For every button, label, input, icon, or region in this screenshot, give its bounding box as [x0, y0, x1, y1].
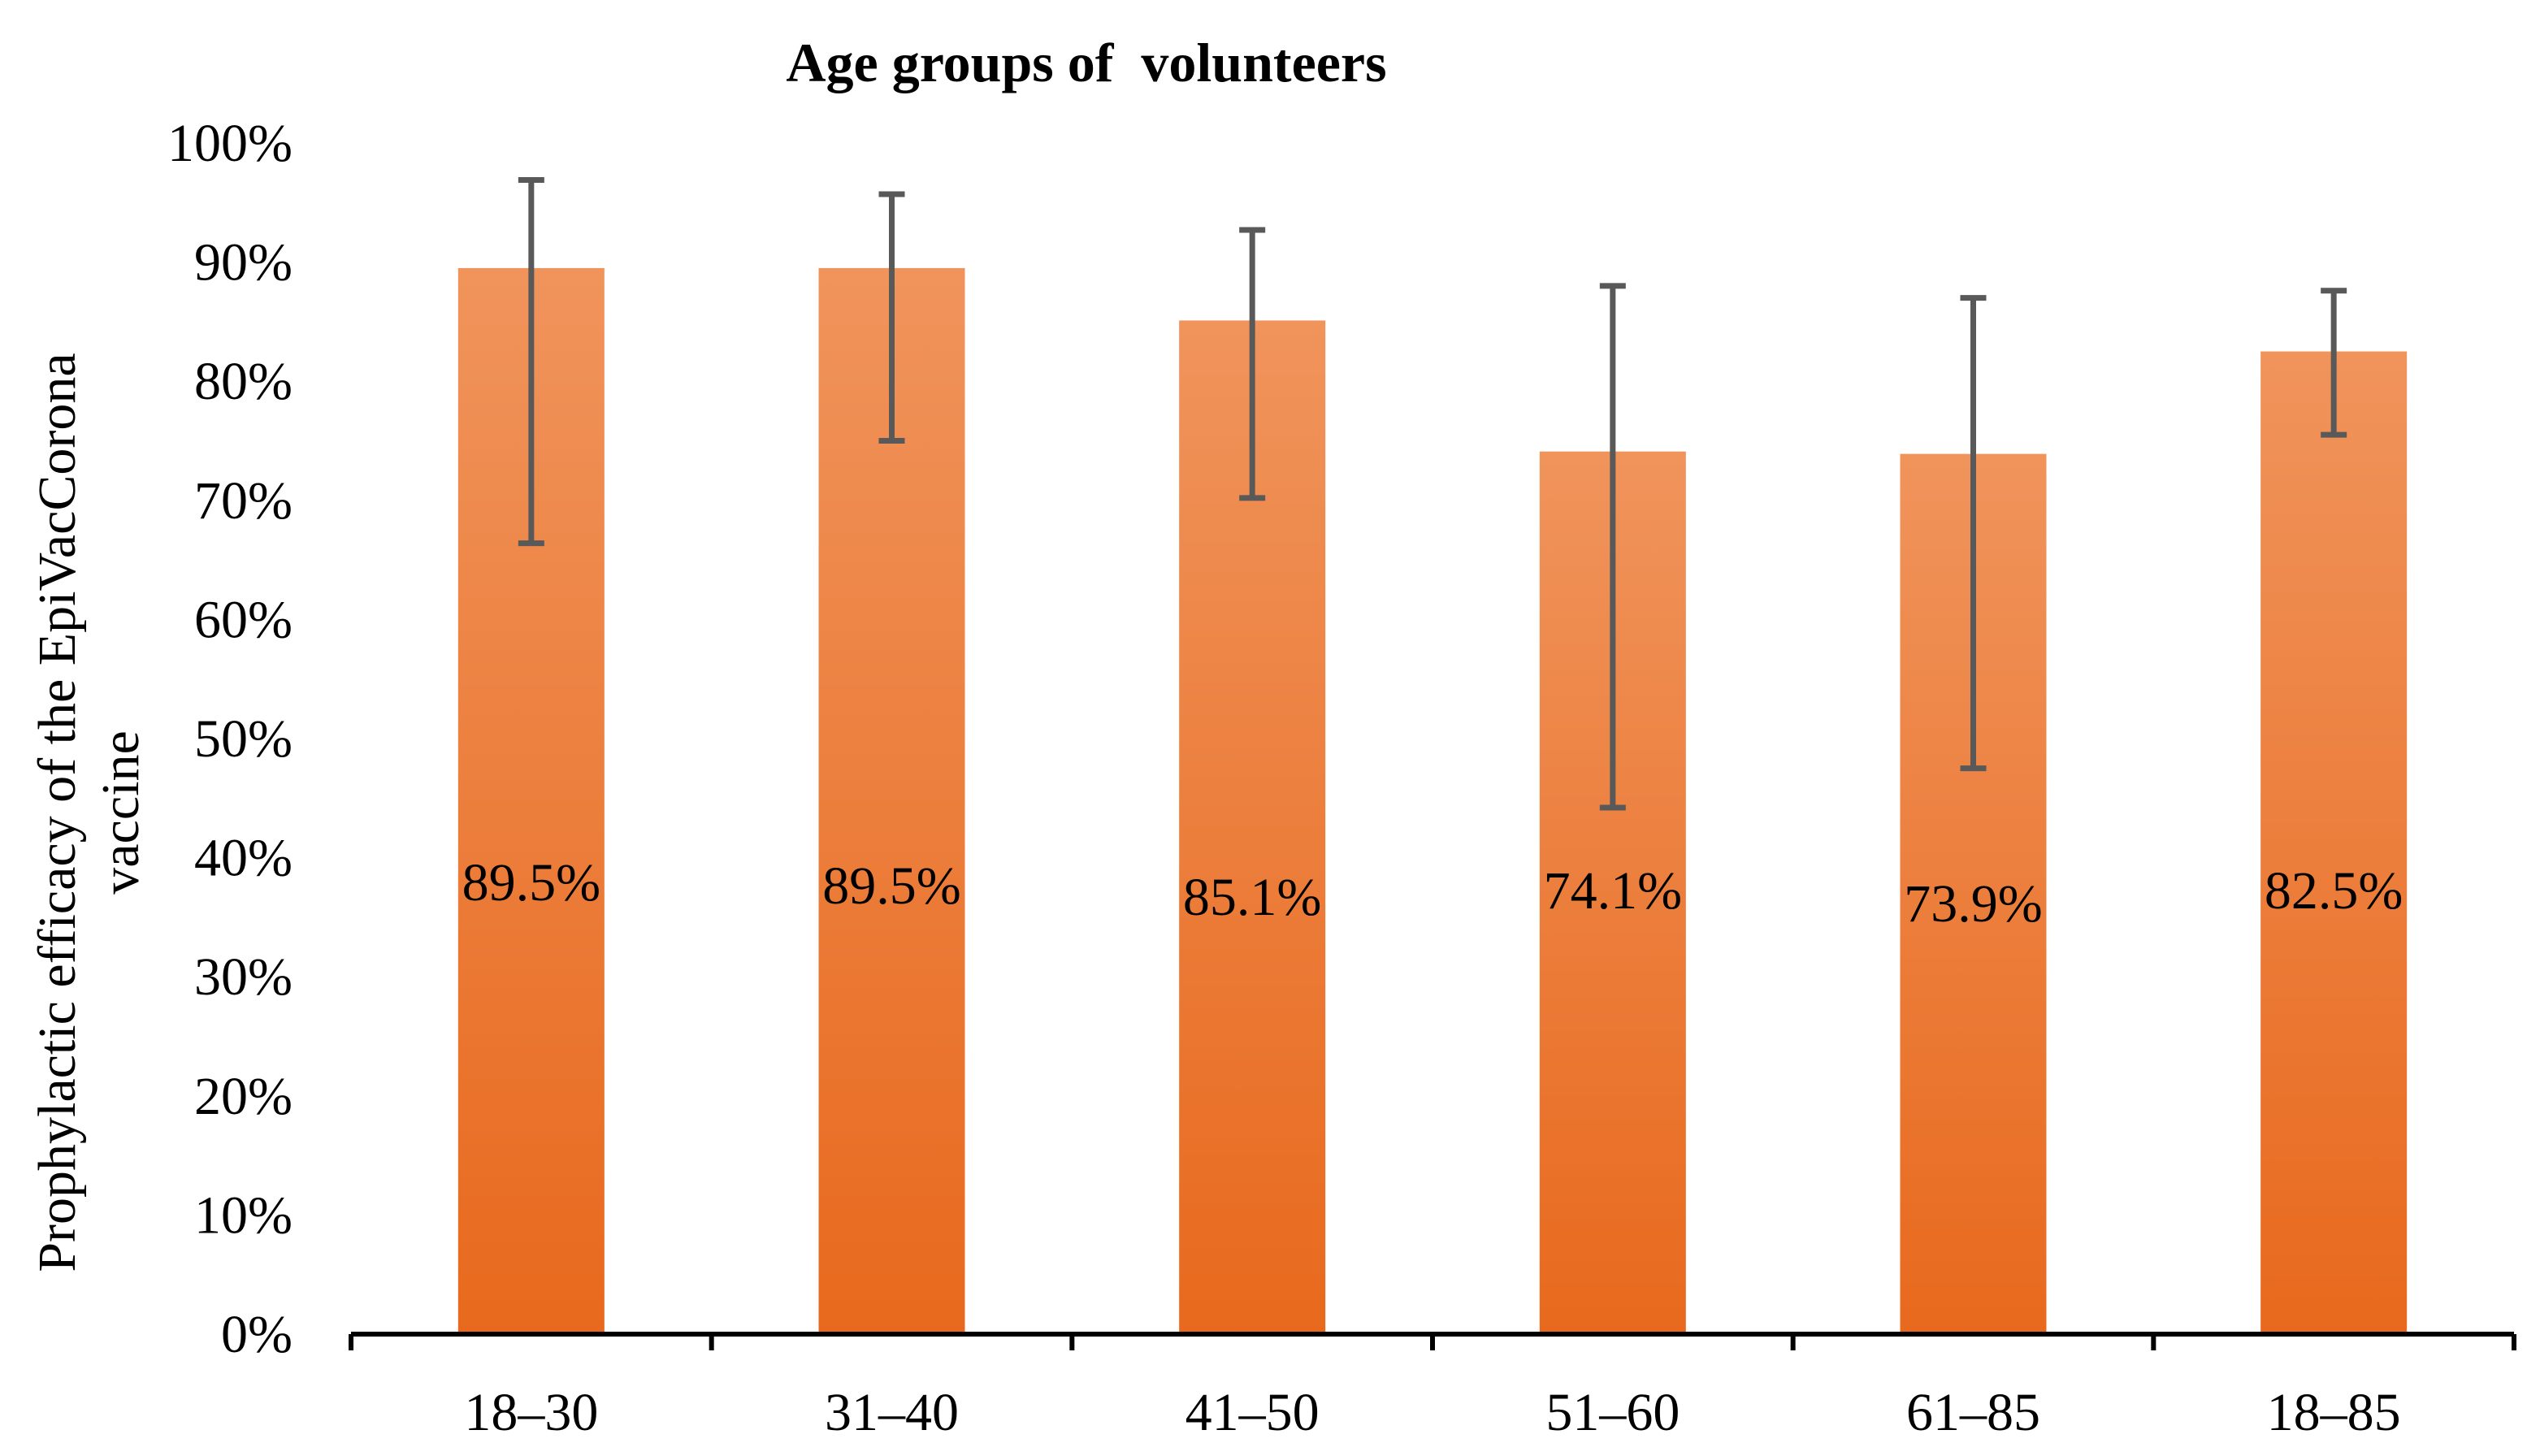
x-tick-label: 18–30	[464, 1383, 598, 1442]
x-tick-label: 41–50	[1185, 1383, 1320, 1442]
y-tick-label: 40%	[194, 829, 293, 888]
x-axis	[349, 1332, 2516, 1350]
data-label: 82.5%	[2265, 861, 2403, 921]
bar	[818, 267, 965, 1335]
y-axis-ticks: 0% 10% 20% 30% 40% 50% 60% 70% 80% 90% 100%	[167, 114, 293, 1364]
y-tick-label: 30%	[194, 947, 293, 1007]
error-bar	[1960, 295, 1987, 772]
y-tick-label: 10%	[194, 1185, 293, 1245]
y-tick-label: 20%	[194, 1067, 293, 1126]
error-bar	[1599, 283, 1626, 811]
x-tick-label: 51–60	[1545, 1383, 1680, 1442]
y-tick-label: 80%	[194, 352, 293, 411]
error-bar	[1239, 227, 1266, 501]
data-label: 85.1%	[1183, 868, 1321, 927]
y-tick-label: 60%	[194, 590, 293, 649]
data-label: 73.9%	[1904, 874, 2042, 934]
y-tick-label: 50%	[194, 709, 293, 769]
data-label: 74.1%	[1544, 861, 1682, 921]
error-bars	[518, 176, 2347, 811]
data-labels: 89.5% 89.5% 85.1% 74.1% 73.9% 82.5%	[462, 853, 2403, 934]
y-tick-label: 100%	[167, 114, 293, 173]
bar	[2260, 351, 2408, 1334]
chart-title: Age groups of volunteers	[786, 32, 1386, 93]
x-axis-ticks: 18–30 31–40 41–50 51–60 61–85 18–85	[464, 1383, 2400, 1442]
error-bar	[2321, 288, 2347, 438]
data-label: 89.5%	[822, 856, 960, 916]
error-bar	[878, 191, 905, 444]
x-tick-label: 61–85	[1906, 1383, 2040, 1442]
x-tick-label: 18–85	[2267, 1383, 2401, 1442]
y-axis-label-line-1: Prophylactic efficacy of the EpiVacCoron…	[28, 353, 87, 1272]
y-tick-label: 0%	[221, 1305, 293, 1364]
y-axis-label-line-2: vaccine	[91, 730, 150, 895]
y-tick-label: 70%	[194, 471, 293, 531]
x-tick-label: 31–40	[825, 1383, 959, 1442]
bars	[457, 267, 2408, 1335]
data-label: 89.5%	[462, 853, 600, 912]
y-tick-label: 90%	[194, 233, 293, 292]
error-bar	[518, 176, 544, 547]
